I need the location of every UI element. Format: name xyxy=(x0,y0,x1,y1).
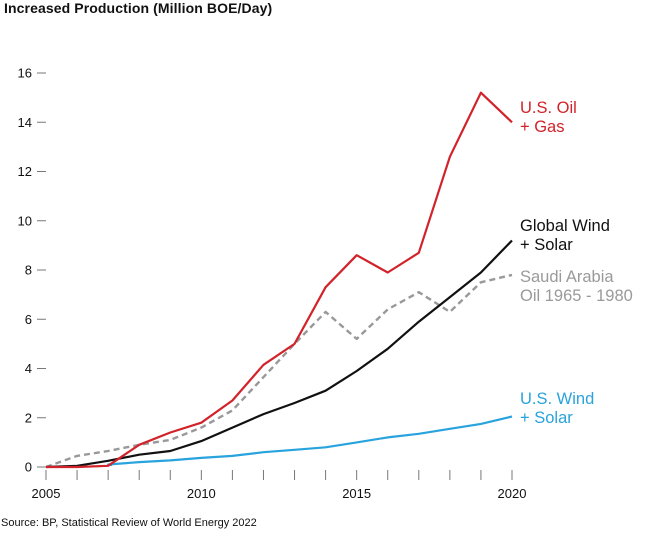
x-axis: 2005 2010 2015 2020 xyxy=(32,470,527,501)
series-label: + Solar xyxy=(520,409,573,427)
y-tick-label: 2 xyxy=(25,410,32,425)
source-note: Source: BP, Statistical Review of World … xyxy=(1,517,257,529)
series-label: Oil 1965 - 1980 xyxy=(520,287,633,305)
y-tick-label: 8 xyxy=(25,263,32,278)
series-label: U.S. Oil xyxy=(520,99,577,117)
y-axis: 0 2 4 6 8 10 12 14 16 xyxy=(18,66,46,475)
y-tick-label: 4 xyxy=(25,361,32,376)
x-tick-label: 2010 xyxy=(187,486,216,501)
chart-title: Increased Production (Million BOE/Day) xyxy=(4,0,273,16)
y-tick-label: 10 xyxy=(18,213,32,228)
y-tick-label: 16 xyxy=(18,66,32,81)
series-label: U.S. Wind xyxy=(520,390,594,408)
y-tick-label: 6 xyxy=(25,312,32,327)
series-label: + Gas xyxy=(520,118,564,136)
series-label: Saudi Arabia xyxy=(520,268,614,286)
series-lines xyxy=(45,91,513,469)
series-label: Global Wind xyxy=(520,217,610,235)
x-tick-label: 2005 xyxy=(32,486,61,501)
x-tick-label: 2020 xyxy=(498,486,527,501)
series-line-u-s-oil-gas xyxy=(46,91,513,469)
y-tick-label: 14 xyxy=(18,115,32,130)
series-line-saudi-arabia-oil-1965-1980 xyxy=(45,273,513,469)
x-tick-label: 2015 xyxy=(342,486,371,501)
series-label: + Solar xyxy=(520,236,573,254)
series-line-u-s-wind-solar xyxy=(107,415,513,467)
y-tick-label: 12 xyxy=(18,164,32,179)
series-line-global-wind-solar xyxy=(45,239,513,469)
y-tick-label: 0 xyxy=(25,460,32,475)
